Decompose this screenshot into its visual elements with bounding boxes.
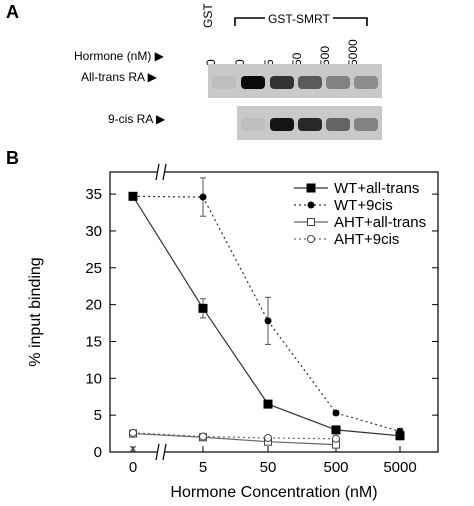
gel-lane-background xyxy=(208,64,382,98)
x-axis-label: Hormone Concentration (nM) xyxy=(170,484,377,501)
gel-band xyxy=(298,76,322,89)
gel-band xyxy=(354,118,378,131)
y-tick-label: 20 xyxy=(85,297,102,314)
y-tick-label: 25 xyxy=(85,260,102,277)
axis-break-mark xyxy=(155,443,160,461)
data-point xyxy=(396,427,404,435)
binding-chart: 0 5 10 15 20 25 30 35 0 5 50 500 5000 Hormone Concent… xyxy=(27,163,439,501)
data-point xyxy=(264,434,272,442)
gel-band xyxy=(270,118,294,131)
legend-entry: WT+all-trans xyxy=(334,180,419,197)
x-tick-label: 5000 xyxy=(383,459,416,476)
legend-marker xyxy=(307,218,315,226)
data-point xyxy=(332,434,340,443)
hormone-row-label: Hormone (nM) ▶ xyxy=(74,49,164,63)
9cis-row-label: 9-cis RA ▶ xyxy=(108,112,166,126)
extra-marker: × xyxy=(129,440,137,456)
data-point xyxy=(129,428,137,437)
plot-frame xyxy=(109,171,439,453)
data-point xyxy=(129,192,137,200)
x-tick-label: 0 xyxy=(129,459,137,476)
data-point xyxy=(332,409,340,417)
gel-band xyxy=(270,76,294,89)
legend-entry: AHT+9cis xyxy=(334,231,399,248)
data-point xyxy=(264,317,272,325)
axis-break-mask-bottom xyxy=(157,449,165,455)
all-trans-row-label: All-trans RA ▶ xyxy=(81,70,157,84)
gel-band xyxy=(326,118,350,131)
x-tick-label: 500 xyxy=(323,459,348,476)
legend-entry: WT+9cis xyxy=(334,197,393,214)
gst-smrt-label: GST-SMRT xyxy=(265,12,333,26)
data-point xyxy=(263,399,273,409)
series-line xyxy=(132,432,337,446)
legend-marker xyxy=(307,201,315,209)
gst-lane-label: GST xyxy=(201,3,215,28)
legend-marker xyxy=(307,235,315,243)
y-tick-label: 5 xyxy=(94,407,102,424)
legend-marker xyxy=(306,183,316,193)
data-point xyxy=(198,303,208,313)
gel-band xyxy=(241,118,265,131)
data-point xyxy=(331,425,341,435)
legend-entry: AHT+all-trans xyxy=(334,214,426,231)
y-axis-label: % input binding xyxy=(27,257,44,366)
y-tick-label: 0 xyxy=(94,444,102,461)
y-tick-label: 10 xyxy=(85,370,102,387)
gel-band xyxy=(212,76,236,89)
series-line xyxy=(132,432,337,440)
panel-a-label: A xyxy=(6,2,19,22)
y-tick-label: 30 xyxy=(85,223,102,240)
axis-break-mark xyxy=(155,163,160,181)
series-line xyxy=(132,195,401,432)
axis-break-mark xyxy=(162,443,167,461)
y-tick-label: 15 xyxy=(85,333,102,350)
y-tick-label: 35 xyxy=(85,186,102,203)
data-point xyxy=(395,431,405,441)
data-point xyxy=(199,432,207,441)
x-tick-label: 5 xyxy=(199,459,207,476)
gel-band xyxy=(354,76,378,89)
panel-b-label: B xyxy=(6,148,19,168)
lane-label: 500 xyxy=(318,45,332,66)
gel-band xyxy=(241,76,265,89)
axis-break-mark xyxy=(162,163,167,181)
x-tick-label: 50 xyxy=(260,459,277,476)
gel-band xyxy=(298,118,322,131)
axis-break-mask-top xyxy=(157,169,165,175)
data-point xyxy=(199,193,207,201)
gel-band xyxy=(326,76,350,89)
lane-label: 5000 xyxy=(346,39,360,66)
